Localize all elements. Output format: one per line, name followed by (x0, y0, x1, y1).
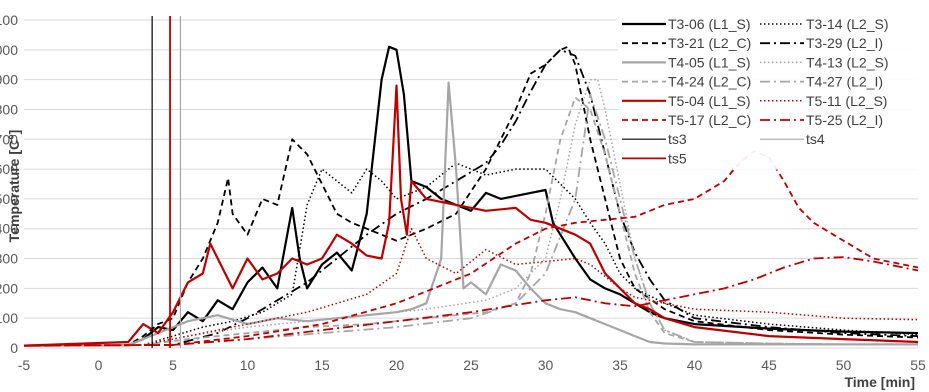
legend-label: T4-27 (L2_I) (806, 74, 883, 90)
y-tick-label: 600 (0, 161, 18, 177)
y-tick-label: 500 (0, 191, 18, 207)
x-tick-label: 55 (910, 357, 926, 373)
series-line (23, 93, 918, 347)
legend-label: T5-04 (L1_S) (668, 93, 750, 109)
legend-label: ts4 (806, 131, 825, 147)
x-axis-label: Time [min] (844, 374, 915, 390)
legend-label: T3-29 (L2_I) (806, 35, 883, 51)
series-line (23, 78, 918, 347)
y-tick-label: 200 (0, 280, 18, 296)
x-tick-label: 40 (687, 357, 703, 373)
legend-label: T3-14 (L2_S) (806, 16, 888, 32)
legend: T3-06 (L1_S) T3-14 (L2_S) T3-21 (L2_C) T3-2… (622, 16, 888, 166)
legend-label: T3-21 (L2_C) (668, 35, 751, 51)
y-tick-label: 1100 (0, 12, 18, 28)
x-tick-label: -5 (18, 357, 31, 373)
series-line (23, 45, 919, 347)
legend-label: ts3 (668, 131, 687, 147)
legend-label: T3-06 (L1_S) (668, 16, 750, 32)
series-line (23, 227, 919, 347)
x-tick-label: 25 (463, 357, 479, 373)
legend-label: T4-24 (L2_C) (668, 74, 751, 90)
y-tick-label: 800 (0, 101, 18, 117)
x-tick-label: 45 (761, 357, 777, 373)
series-line (23, 81, 918, 347)
x-tick-label: 20 (389, 357, 405, 373)
legend-background (618, 12, 918, 170)
series-line (23, 48, 919, 347)
legend-label: T4-05 (L1_S) (668, 54, 750, 70)
y-tick-label: 400 (0, 221, 18, 237)
y-tick-label: 300 (0, 251, 18, 267)
y-tick-label: 0 (10, 340, 18, 356)
legend-label: T5-17 (L2_C) (668, 112, 751, 128)
series-line (23, 256, 919, 347)
x-tick-label: 35 (612, 357, 628, 373)
series-line (23, 45, 919, 347)
x-tick-label: 50 (836, 357, 852, 373)
x-tick-label: 15 (314, 357, 330, 373)
legend-label: T5-11 (L2_S) (806, 93, 887, 109)
legend-label: ts5 (668, 150, 687, 166)
y-tick-label: 900 (0, 72, 18, 88)
y-tick-label: 1000 (0, 42, 18, 58)
x-tick-label: 0 (95, 357, 103, 373)
y-tick-label: 100 (0, 310, 18, 326)
y-tick-label: 700 (0, 131, 18, 147)
series-layer (23, 16, 919, 348)
series-line (23, 150, 919, 347)
legend-label: T4-13 (L2_S) (806, 54, 888, 70)
y-tick-labels: 0 100 200 300 400 500 600 700 800 900 1000 1100 (0, 12, 18, 356)
x-tick-labels: -5 0 5 10 15 20 25 30 35 40 45 50 55 (18, 357, 926, 373)
legend-label: T5-25 (L2_I) (806, 112, 883, 128)
y-axis-label: Temperature [C°] (6, 130, 22, 243)
x-tick-label: 30 (538, 357, 554, 373)
x-tick-label: 10 (240, 357, 256, 373)
x-tick-label: 5 (169, 357, 177, 373)
